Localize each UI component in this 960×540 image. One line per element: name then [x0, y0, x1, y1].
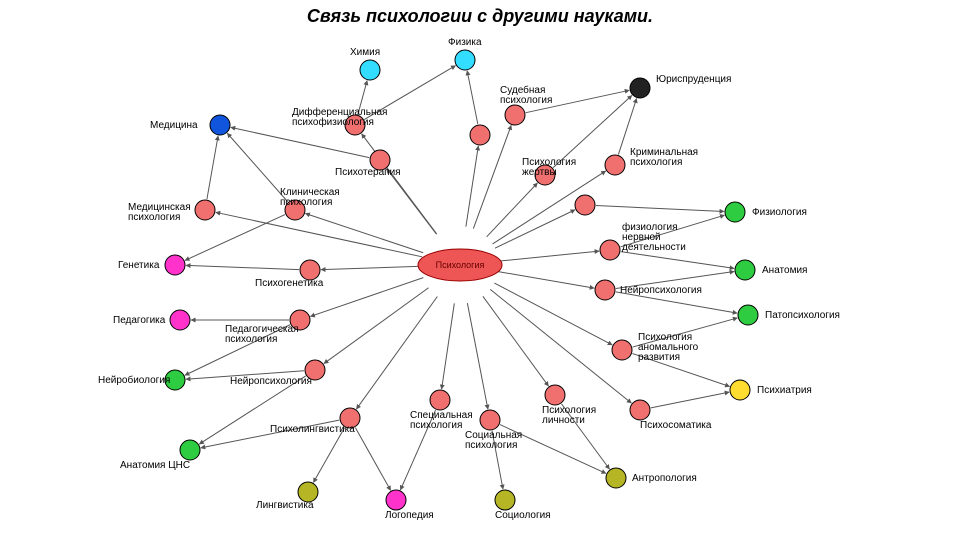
label-med: Медицина: [150, 120, 198, 131]
node-psysom: [630, 400, 650, 420]
label-socpsy: Социальнаяпсихология: [465, 430, 522, 451]
edge: [442, 303, 455, 389]
edge: [355, 428, 390, 491]
edge: [487, 183, 538, 237]
node-pathop: [738, 305, 758, 325]
edge: [356, 297, 437, 410]
edge: [310, 278, 423, 317]
node-fiznerv: [600, 240, 620, 260]
node-phys: [455, 50, 475, 70]
edge: [185, 215, 285, 261]
label-anat: Анатомия: [762, 265, 807, 276]
node-sudpsy: [505, 105, 525, 125]
node-socpsy: [480, 410, 500, 430]
node-psygen: [300, 260, 320, 280]
label-phys: Физика: [448, 37, 482, 48]
label-anatcns: Анатомия ЦНС: [120, 460, 190, 471]
node-neuropsy: [595, 280, 615, 300]
edge: [321, 266, 421, 269]
node-socio: [495, 490, 515, 510]
node-anthro: [606, 468, 626, 488]
label-zhertvy: Психологияжертвы: [522, 157, 576, 178]
label-psyling: Психолингвистика: [270, 424, 355, 435]
label-psygen: Психогенетика: [255, 278, 324, 289]
label-pedag: Педагогика: [113, 315, 166, 326]
node-genet: [165, 255, 185, 275]
label-sudpsy: Судебнаяпсихология: [500, 84, 552, 106]
node-psychiat: [730, 380, 750, 400]
edge: [467, 71, 478, 124]
label-logo: Логопедия: [385, 510, 434, 521]
label-specpsy: Специальнаяпсихология: [410, 410, 473, 431]
node-anomdev: [612, 340, 632, 360]
label-psychiat: Психиатрия: [757, 385, 812, 396]
node-anat: [735, 260, 755, 280]
label-diffpsy: Дифференциальнаяпсихофизиология: [292, 106, 387, 128]
label-ling: Лингвистика: [256, 500, 314, 511]
edge: [596, 206, 724, 212]
edge: [227, 133, 287, 202]
edge: [651, 392, 729, 408]
label-physio: Физиология: [752, 207, 807, 218]
node-jur: [630, 78, 650, 98]
node-crimpsy: [605, 155, 625, 175]
label-pedpsy: Педагогическаяпсихология: [225, 324, 299, 345]
node-med: [210, 115, 230, 135]
edge: [186, 265, 299, 269]
label-neurobio: Нейробиология: [98, 374, 170, 386]
label-fiznerv: физиологиянервнойдеятельности: [622, 221, 686, 253]
node-logo: [386, 490, 406, 510]
label-genet: Генетика: [118, 260, 160, 271]
label-pathop: Патопсихология: [765, 310, 840, 321]
label-chem: Химия: [350, 47, 380, 58]
label-psysom: Психосоматика: [640, 420, 712, 431]
node-pedag: [170, 310, 190, 330]
edge: [466, 146, 478, 227]
center-label: Психология: [436, 260, 485, 270]
label-medpsy: Медицинскаяпсихология: [128, 202, 191, 223]
label-neuropsy: Нейропсихология: [620, 285, 702, 296]
edge: [313, 428, 344, 483]
node-chem: [360, 60, 380, 80]
node-nn1: [470, 125, 490, 145]
label-jur: Юриспруденция: [656, 74, 731, 85]
label-socio: Социология: [495, 510, 551, 521]
node-ling: [298, 482, 318, 502]
edge: [324, 288, 429, 364]
node-specpsy: [430, 390, 450, 410]
label-crimpsy: Криминальнаяпсихология: [630, 147, 698, 168]
node-lichn: [545, 385, 565, 405]
edge: [499, 251, 599, 261]
edge: [207, 136, 218, 199]
label-clinpsy: Клиническаяпсихология: [280, 187, 340, 208]
edge: [216, 212, 422, 257]
label-anomdev: Психологияаномальногоразвития: [638, 332, 699, 363]
edge: [490, 289, 631, 403]
edge: [305, 213, 423, 252]
edge: [387, 169, 437, 234]
diagram-canvas: Психология Химия Физика Юриспруденция Медици…: [0, 0, 960, 540]
label-neuropsy2: Нейропсихология: [230, 376, 312, 387]
edge: [621, 252, 734, 269]
label-anthro: Антропология: [632, 473, 697, 484]
edge: [467, 303, 488, 409]
node-medpsy: [195, 200, 215, 220]
node-anatcns: [180, 440, 200, 460]
edge: [498, 272, 594, 289]
node-physio: [725, 202, 745, 222]
node-nn2: [575, 195, 595, 215]
label-psther: Психотерапия: [335, 167, 401, 178]
label-lichn: Психологияличности: [542, 405, 596, 426]
